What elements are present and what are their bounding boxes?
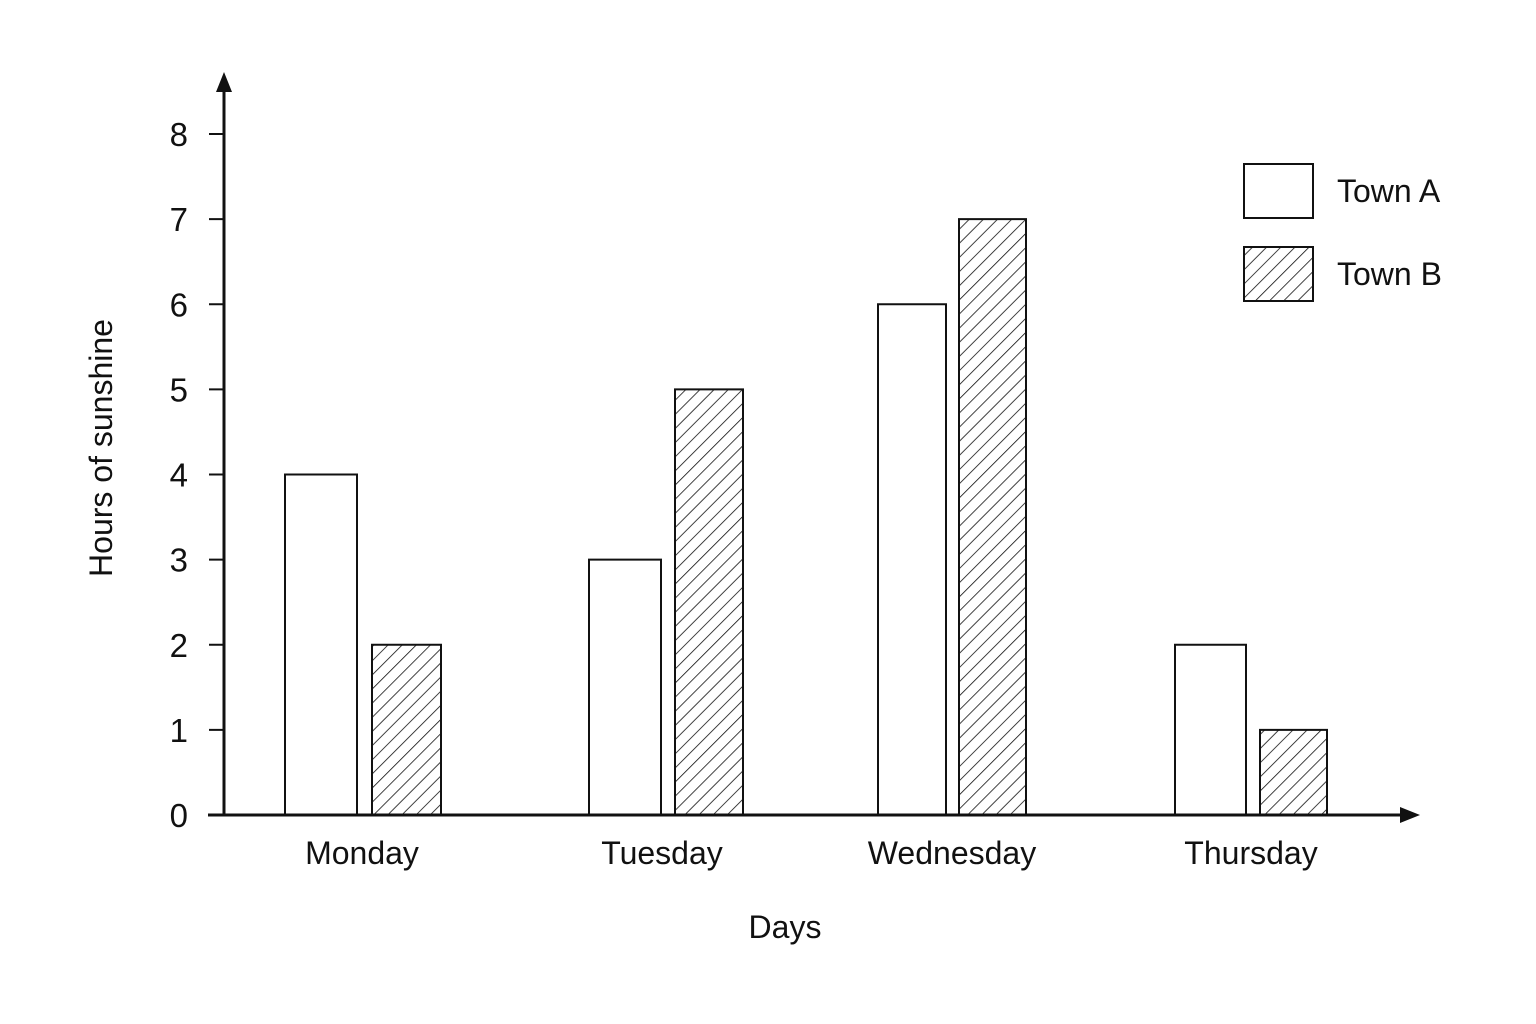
bar-town-b-tuesday <box>674 388 744 816</box>
y-tick-label: 1 <box>170 712 188 749</box>
legend-label-town-b: Town B <box>1337 256 1442 292</box>
bars-group <box>284 218 1328 816</box>
y-tick-label: 3 <box>170 542 188 579</box>
y-axis-ticks: 0 1 2 3 4 5 6 7 8 <box>170 116 224 834</box>
x-axis-tick-labels: Monday Tuesday Wednesday Thursday <box>305 835 1318 871</box>
y-axis-arrow <box>216 72 232 92</box>
legend-swatch-town-a <box>1243 163 1314 219</box>
x-tick-label-tuesday: Tuesday <box>601 835 723 871</box>
x-tick-label-wednesday: Wednesday <box>868 835 1036 871</box>
bar-town-a-thursday <box>1174 643 1247 816</box>
bar-town-b-thursday <box>1259 728 1328 816</box>
x-tick-label-thursday: Thursday <box>1184 835 1317 871</box>
x-tick-label-monday: Monday <box>305 835 419 871</box>
y-tick-label: 8 <box>170 116 188 153</box>
x-axis-arrow <box>1400 807 1420 823</box>
bar-town-b-wednesday <box>958 218 1027 816</box>
bar-town-a-wednesday <box>877 303 947 816</box>
y-tick-label: 7 <box>170 201 188 238</box>
y-tick-label: 5 <box>170 371 188 408</box>
bar-town-b-monday <box>371 643 442 816</box>
bar-town-a-tuesday <box>588 558 662 816</box>
y-axis-title: Hours of sunshine <box>83 319 119 577</box>
y-tick-label: 0 <box>170 797 188 834</box>
bar-town-a-monday <box>284 473 358 816</box>
legend-label-town-a: Town A <box>1337 173 1441 209</box>
x-axis-title: Days <box>749 909 822 945</box>
axes <box>208 72 1420 823</box>
y-tick-label: 4 <box>170 457 188 494</box>
y-tick-label: 2 <box>170 627 188 664</box>
y-tick-label: 6 <box>170 286 188 323</box>
legend-swatch-town-b <box>1243 246 1314 302</box>
legend: Town A Town B <box>1243 163 1442 302</box>
